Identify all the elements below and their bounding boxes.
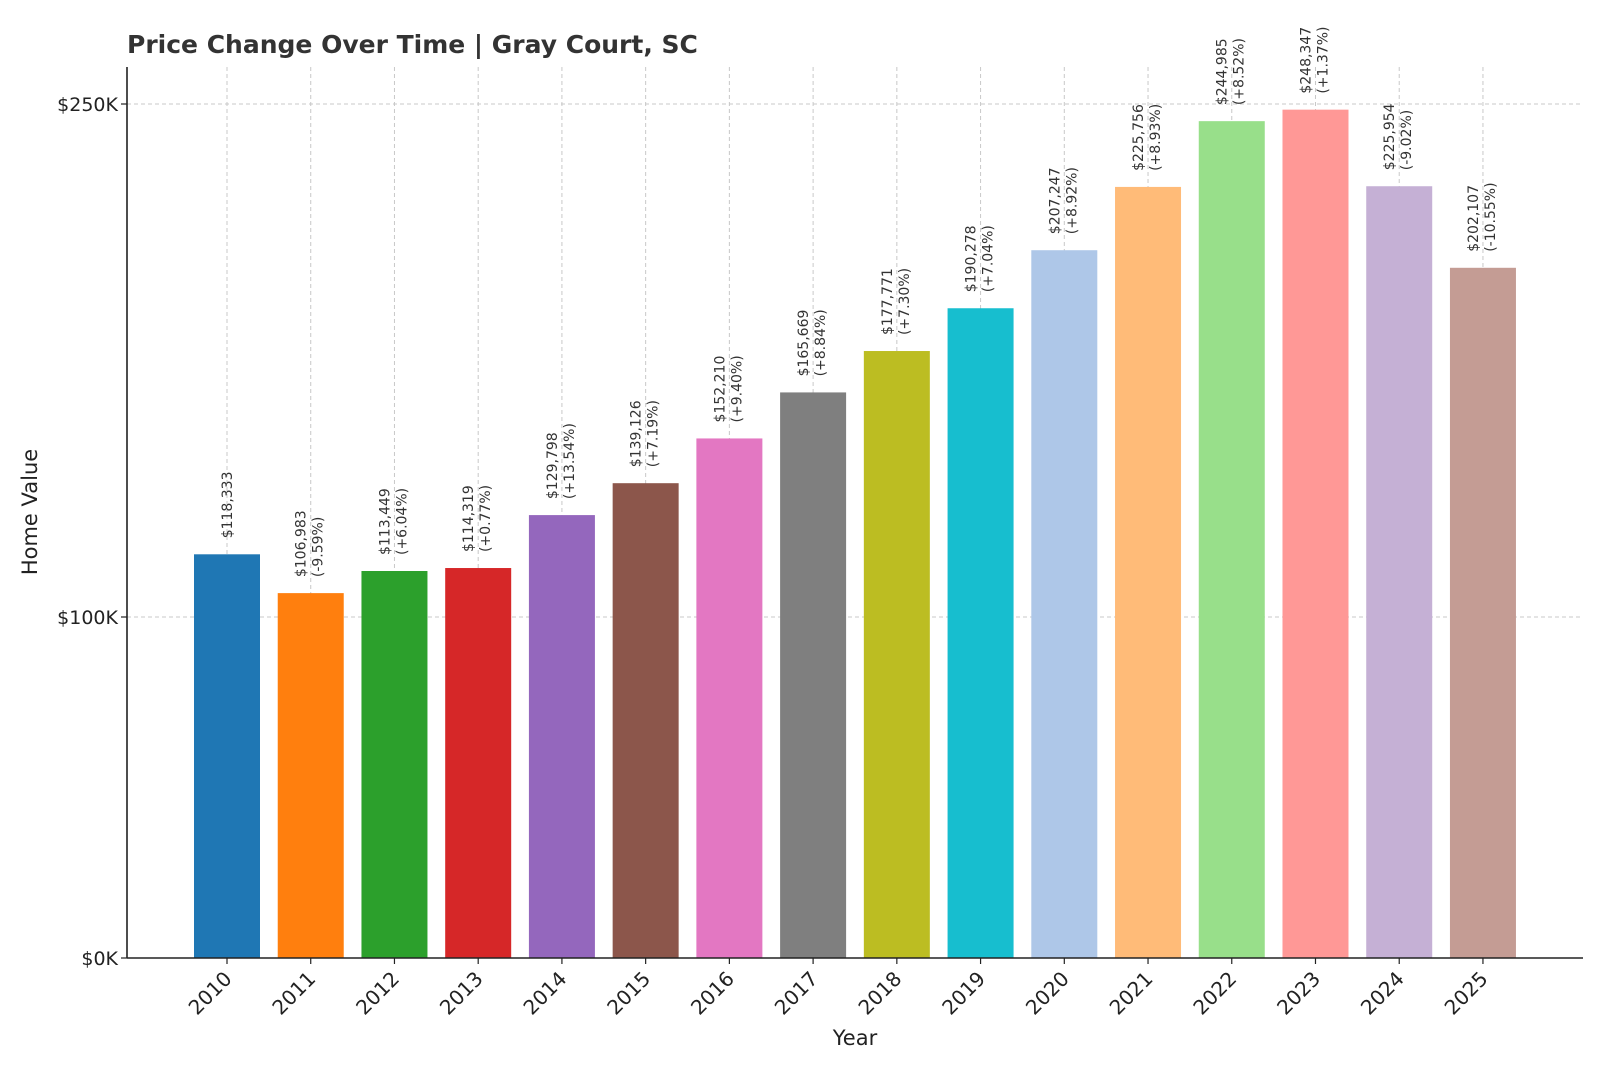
bar-2016 <box>696 438 763 959</box>
bar-2014 <box>528 515 595 958</box>
data-label-layer: $118,333 $106,983 (-9.59%) $113,449 (+6.04%)… <box>220 27 1499 578</box>
bar-2017 <box>780 392 847 959</box>
x-tick-label: 2017 <box>770 967 823 1020</box>
x-axis-label: Year <box>832 1026 878 1050</box>
y-tick-label: $250K <box>57 94 118 116</box>
x-tick-label: 2021 <box>1105 967 1158 1020</box>
value-label-2017: $165,669 <box>796 310 812 377</box>
y-axis-label: Home Value <box>18 449 42 575</box>
bar-2023 <box>1282 109 1349 958</box>
change-label-2025: (-10.55%) <box>1483 182 1499 251</box>
value-label-2021: $225,756 <box>1131 104 1147 171</box>
change-label-2022: (+8.52%) <box>1232 38 1248 105</box>
value-label-2022: $244,985 <box>1215 38 1231 105</box>
change-label-2016: (+9.40%) <box>729 355 745 422</box>
value-label-2010: $118,333 <box>220 471 236 538</box>
change-label-2019: (+7.04%) <box>981 225 997 292</box>
value-label-2024: $225,954 <box>1382 103 1398 170</box>
change-label-2013: (+0.77%) <box>478 485 494 552</box>
bar-2013 <box>445 568 512 958</box>
bar-2018 <box>863 351 930 958</box>
bar-2012 <box>361 571 428 958</box>
x-tick-label: 2025 <box>1440 967 1493 1020</box>
value-label-2013: $114,319 <box>461 485 477 552</box>
bar-2011 <box>277 593 344 958</box>
x-tick-label: 2019 <box>937 967 990 1020</box>
x-tick-label: 2013 <box>435 967 488 1020</box>
change-label-2020: (+8.92%) <box>1064 167 1080 234</box>
bar-2025 <box>1449 267 1516 958</box>
x-tick-label: 2011 <box>267 967 320 1020</box>
x-tick-label: 2020 <box>1021 967 1074 1020</box>
change-label-2015: (+7.19%) <box>646 400 662 467</box>
chart-title: Price Change Over Time | Gray Court, SC <box>127 30 698 59</box>
change-label-2018: (+7.30%) <box>897 268 913 335</box>
x-tick-label: 2024 <box>1356 967 1409 1020</box>
change-label-2017: (+8.84%) <box>813 309 829 376</box>
y-tick-label: $0K <box>81 948 118 970</box>
value-label-2014: $129,798 <box>545 432 561 499</box>
change-label-2011: (-9.59%) <box>311 517 327 577</box>
x-tick-label: 2010 <box>184 967 237 1020</box>
change-label-2012: (+6.04%) <box>394 488 410 555</box>
value-label-2011: $106,983 <box>294 510 310 577</box>
value-label-2019: $190,278 <box>964 225 980 292</box>
y-tick-label: $100K <box>57 607 118 629</box>
value-label-2025: $202,107 <box>1466 185 1482 252</box>
x-tick-label: 2014 <box>518 967 571 1020</box>
bar-2015 <box>612 483 679 958</box>
bar-layer <box>194 109 1516 959</box>
value-label-2023: $248,347 <box>1298 27 1314 94</box>
x-tick-label: 2022 <box>1188 967 1241 1020</box>
change-label-2021: (+8.93%) <box>1148 104 1164 171</box>
value-label-2012: $113,449 <box>377 488 393 555</box>
value-label-2020: $207,247 <box>1047 167 1063 234</box>
x-tick-label: 2016 <box>686 967 739 1020</box>
bar-2010 <box>194 554 260 958</box>
x-tick-label: 2012 <box>351 967 404 1020</box>
change-label-2023: (+1.37%) <box>1315 27 1331 94</box>
bar-2019 <box>947 308 1014 958</box>
bar-2021 <box>1115 186 1182 958</box>
x-tick-label: 2023 <box>1272 967 1325 1020</box>
change-label-2014: (+13.54%) <box>562 423 578 499</box>
x-tick-label: 2018 <box>853 967 906 1020</box>
bar-2020 <box>1031 250 1098 958</box>
value-label-2018: $177,771 <box>880 268 896 335</box>
grid-layer <box>127 67 1583 958</box>
bar-2024 <box>1366 186 1433 959</box>
change-label-2024: (-9.02%) <box>1399 110 1415 170</box>
x-tick-label: 2015 <box>602 967 655 1020</box>
value-label-2016: $152,210 <box>712 356 728 423</box>
value-label-2015: $139,126 <box>629 400 645 467</box>
bar-2022 <box>1198 121 1265 958</box>
